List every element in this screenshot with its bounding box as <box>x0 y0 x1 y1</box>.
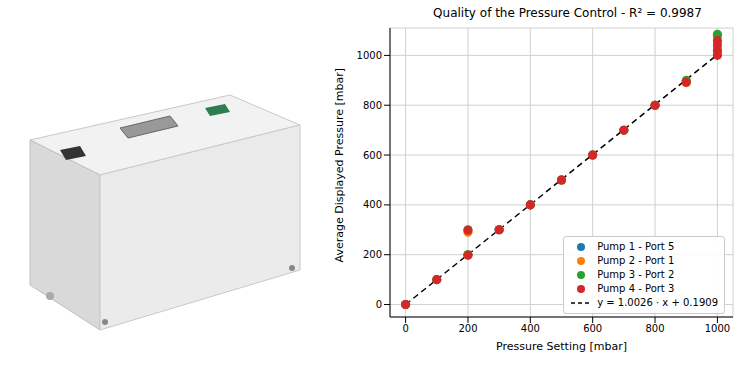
svg-text:200: 200 <box>458 323 477 334</box>
html-text:Pump 2 - Port 1: Pump 2 - Port 1 <box>597 255 675 266</box>
svg-text:0: 0 <box>402 323 408 334</box>
svg-text:1000: 1000 <box>705 323 730 334</box>
svg-text:400: 400 <box>521 323 540 334</box>
svg-text:200: 200 <box>363 249 382 260</box>
html-text:Quality of the Pressure Contro: Quality of the Pressure Control - R² = 0… <box>433 6 702 20</box>
svg-text:600: 600 <box>583 323 602 334</box>
svg-text:Average Displayed Pressure [mb: Average Displayed Pressure [mbar] <box>333 68 346 262</box>
html-text:Pump 3 - Port 2: Pump 3 - Port 2 <box>597 269 675 280</box>
svg-text:400: 400 <box>363 199 382 210</box>
html-text:Pump 1 - Port 5: Pump 1 - Port 5 <box>597 241 675 252</box>
svg-text:0: 0 <box>376 299 382 310</box>
svg-text:800: 800 <box>363 100 382 111</box>
html-text:Pump 4 - Port 3: Pump 4 - Port 3 <box>597 283 675 294</box>
svg-text:1000: 1000 <box>357 50 382 61</box>
svg-text:800: 800 <box>645 323 664 334</box>
html-text:y = 1.0026 · x + 0.1909: y = 1.0026 · x + 0.1909 <box>597 297 718 308</box>
svg-text:600: 600 <box>363 150 382 161</box>
svg-text:Pressure Setting [mbar]: Pressure Setting [mbar] <box>496 340 627 353</box>
